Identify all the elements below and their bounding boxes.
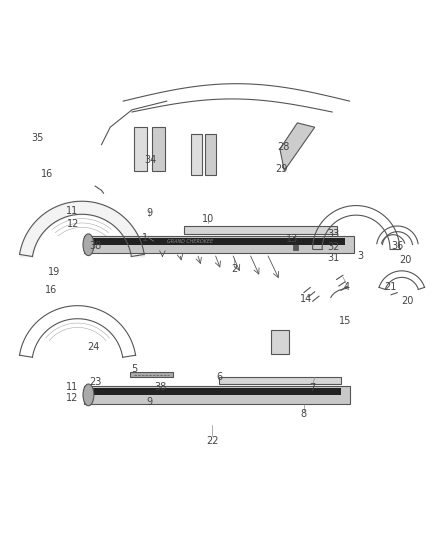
- Text: 38: 38: [154, 383, 166, 392]
- Text: 7: 7: [310, 383, 316, 393]
- FancyBboxPatch shape: [191, 134, 201, 175]
- Text: 34: 34: [145, 155, 157, 165]
- Text: 24: 24: [88, 342, 100, 352]
- Text: 11: 11: [66, 206, 78, 216]
- Text: 36: 36: [391, 241, 403, 251]
- Text: 29: 29: [275, 165, 287, 174]
- Text: 19: 19: [47, 267, 60, 277]
- Text: 35: 35: [32, 133, 44, 143]
- Text: 21: 21: [384, 282, 396, 293]
- Ellipse shape: [83, 234, 94, 256]
- Text: 28: 28: [277, 142, 289, 152]
- Ellipse shape: [83, 384, 94, 406]
- FancyBboxPatch shape: [93, 389, 341, 395]
- Text: 32: 32: [327, 242, 339, 252]
- Text: 11: 11: [66, 383, 78, 392]
- FancyBboxPatch shape: [134, 127, 147, 171]
- FancyBboxPatch shape: [84, 386, 350, 403]
- FancyBboxPatch shape: [184, 226, 336, 234]
- Text: 4: 4: [343, 282, 350, 292]
- Text: 23: 23: [89, 377, 101, 387]
- Text: 9: 9: [146, 397, 152, 407]
- FancyBboxPatch shape: [152, 127, 165, 171]
- Bar: [293, 245, 298, 251]
- Text: 12: 12: [67, 219, 79, 229]
- Text: 6: 6: [216, 373, 222, 383]
- Text: 8: 8: [301, 409, 307, 419]
- Text: 12: 12: [66, 393, 78, 403]
- Text: 1: 1: [142, 233, 148, 243]
- FancyBboxPatch shape: [205, 134, 216, 175]
- FancyBboxPatch shape: [84, 236, 354, 254]
- Text: 22: 22: [206, 437, 219, 447]
- Text: 13: 13: [286, 234, 298, 244]
- Text: 2: 2: [231, 264, 237, 273]
- Text: GRAND CHEROKEE: GRAND CHEROKEE: [167, 239, 213, 244]
- Text: 9: 9: [146, 208, 152, 218]
- Text: 33: 33: [327, 229, 339, 239]
- Text: 38: 38: [89, 240, 101, 251]
- FancyBboxPatch shape: [93, 238, 345, 245]
- Text: 3: 3: [357, 251, 364, 261]
- FancyBboxPatch shape: [219, 377, 341, 384]
- Text: 31: 31: [327, 253, 339, 263]
- Text: 20: 20: [401, 296, 413, 306]
- Text: 15: 15: [339, 316, 351, 326]
- Text: 5: 5: [131, 364, 137, 374]
- Text: 16: 16: [45, 286, 57, 295]
- FancyBboxPatch shape: [271, 329, 289, 353]
- Polygon shape: [280, 123, 315, 171]
- Text: 16: 16: [41, 169, 53, 179]
- Text: 20: 20: [399, 255, 411, 265]
- FancyBboxPatch shape: [130, 372, 173, 377]
- Text: 14: 14: [300, 294, 312, 304]
- Text: 10: 10: [202, 214, 214, 224]
